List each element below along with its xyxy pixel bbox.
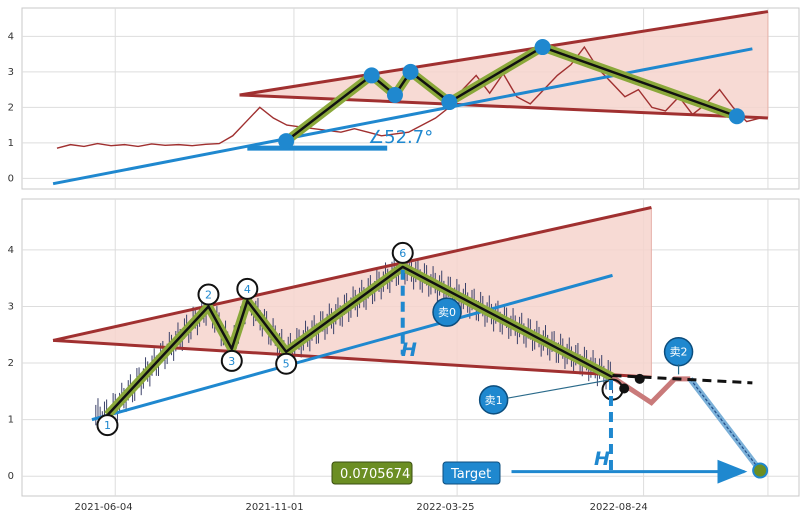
break-point — [634, 373, 645, 384]
wave-label: 4 — [244, 283, 251, 296]
channel-lower-line — [52, 338, 652, 379]
bottom-panel-marks: 0 1 2 3 4 1 2 3 4 5 6 卖0 卖1 卖2 2021-06-04 2021-11-01 202… — [8, 199, 799, 513]
h-label-upper: H — [401, 339, 417, 361]
price-line — [56, 45, 761, 149]
y-tick-label: 1 — [8, 138, 14, 149]
y-tick-label: 2 — [8, 358, 14, 369]
y-tick-label: 3 — [8, 301, 14, 312]
x-tick-label: 2022-03-25 — [416, 502, 474, 513]
channel-upper-line — [239, 10, 769, 97]
wave-point — [363, 67, 380, 84]
projection-drop-dash — [689, 378, 761, 471]
target-badge-text: Target — [450, 467, 491, 482]
value-badge-text: 0.0705674 — [340, 467, 410, 482]
wave-label-circle — [391, 241, 414, 264]
sell-label: 卖0 — [438, 306, 456, 319]
y-tick-label: 4 — [8, 31, 14, 42]
y-tick-label: 0 — [8, 471, 14, 482]
y-tick-label: 1 — [8, 415, 14, 426]
wave-label: 5 — [283, 358, 290, 371]
top-panel-marks: 0 1 2 3 4 — [8, 8, 799, 189]
trend-line — [91, 273, 613, 422]
y-tick-label: 4 — [8, 245, 14, 256]
h-label-lower: H — [594, 448, 610, 470]
wave-label-circle — [197, 283, 220, 306]
wave-label-circle — [275, 352, 298, 375]
wave-point — [402, 63, 419, 80]
y-tick-label: 2 — [8, 102, 14, 113]
wave-label-circle — [220, 349, 243, 372]
sell-marker — [432, 297, 462, 327]
channel-lower-line — [239, 93, 768, 120]
sell-marker — [478, 385, 509, 415]
angle-label: ∠52.7° — [368, 127, 433, 148]
wave-point — [534, 39, 551, 56]
target-point — [752, 462, 769, 479]
target-badge: Target — [442, 461, 501, 485]
wave-line — [106, 265, 614, 416]
wave-point — [728, 108, 745, 125]
wave-label: 2 — [205, 288, 212, 301]
wave-point — [441, 94, 458, 111]
wave-label: 3 — [228, 355, 235, 368]
channel-upper-line — [52, 206, 652, 342]
channel-fill — [53, 207, 652, 378]
sell-label: 卖1 — [485, 394, 503, 407]
wave-label-circle — [96, 414, 119, 437]
trend-line — [52, 47, 753, 186]
wave-point — [386, 86, 403, 103]
sell-pointer — [507, 379, 609, 399]
wave-label-circle — [236, 277, 259, 300]
x-tick-label: 2021-06-04 — [75, 502, 133, 513]
wave-label: 1 — [104, 419, 111, 432]
x-tick-label: 2021-11-01 — [245, 502, 303, 513]
x-tick-label: 2022-08-24 — [590, 502, 648, 513]
value-badge: 0.0705674 — [331, 461, 413, 485]
wave-label: 6 — [399, 247, 406, 260]
y-tick-label: 0 — [8, 173, 14, 184]
projection-path — [611, 375, 691, 406]
wave-point — [278, 133, 295, 150]
sell-label: 卖2 — [670, 346, 688, 359]
y-tick-label: 3 — [8, 67, 14, 78]
